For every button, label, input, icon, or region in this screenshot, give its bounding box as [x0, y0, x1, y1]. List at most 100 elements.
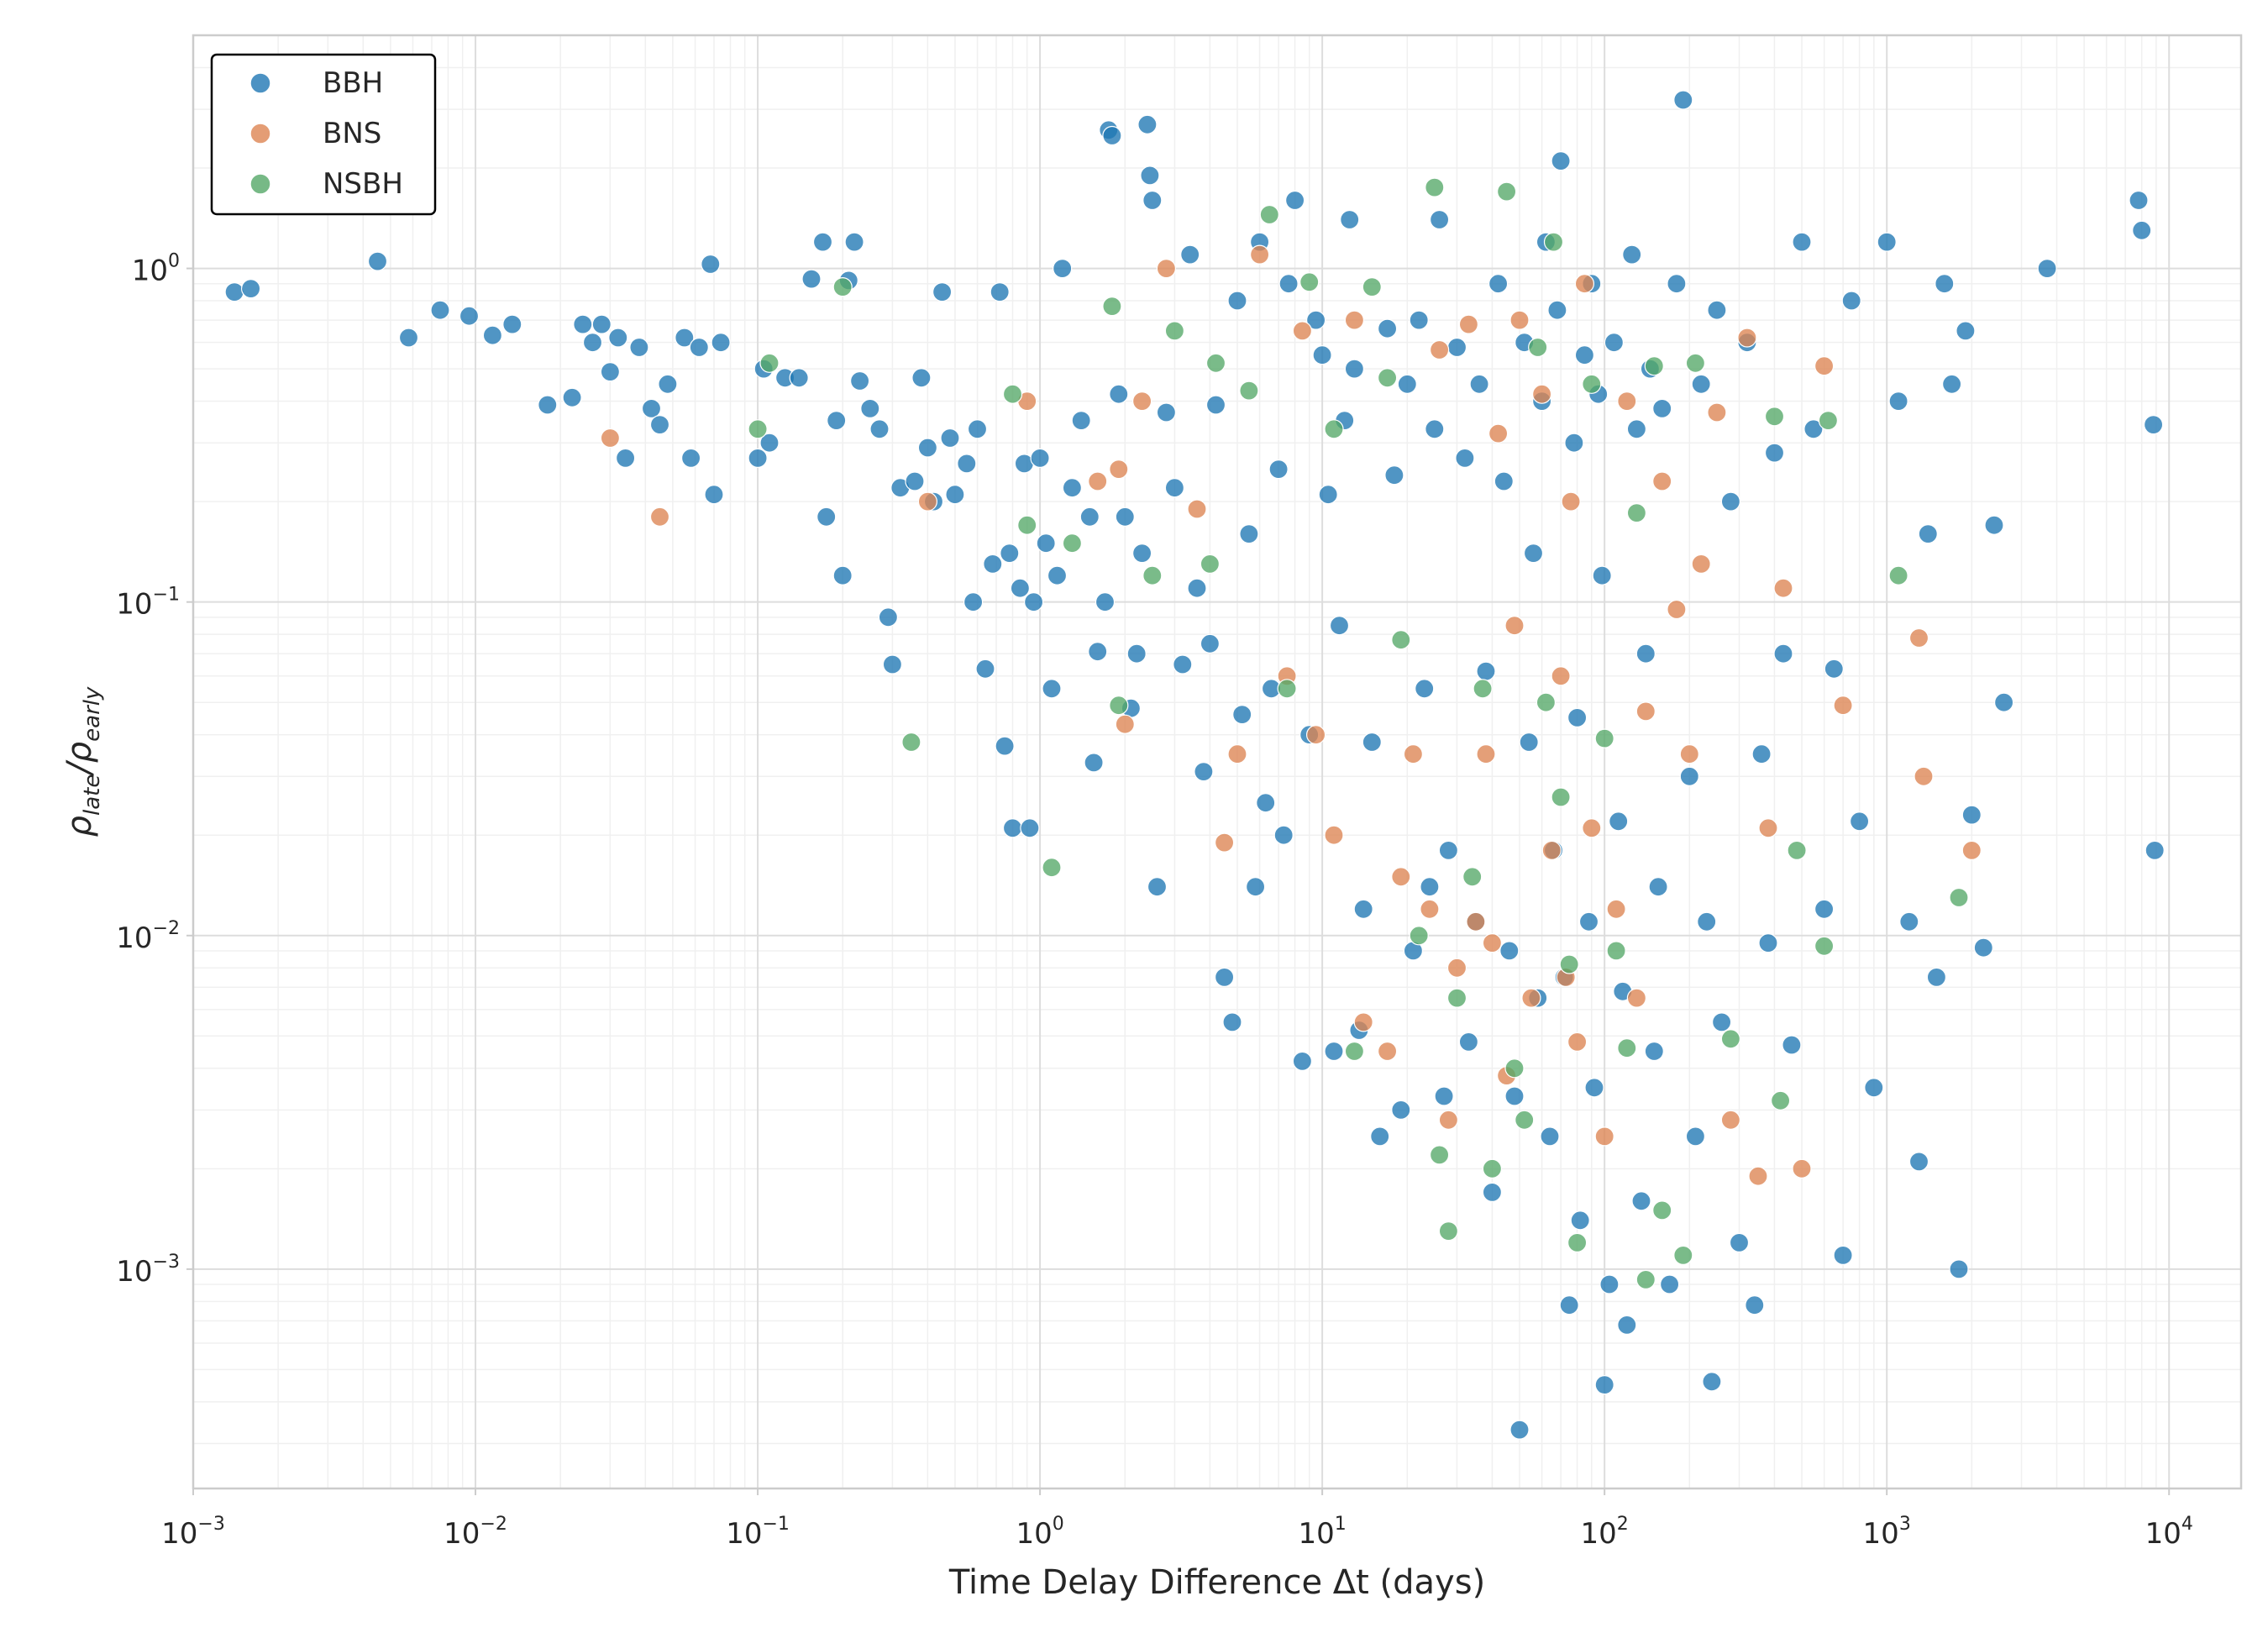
data-point-bbh: [1324, 1041, 1344, 1062]
data-point-bbh: [1455, 448, 1475, 469]
data-point-bbh: [1729, 1232, 1750, 1253]
data-point-nsbh: [1771, 1090, 1791, 1110]
data-point-bbh: [967, 419, 988, 439]
data-point-bbh: [995, 736, 1015, 756]
data-point-bns: [1720, 1110, 1740, 1130]
data-point-bbh: [398, 328, 419, 348]
y-label-rho-late: ρ: [60, 816, 99, 837]
data-point-bbh: [1000, 543, 1020, 564]
data-point-nsbh: [1536, 692, 1557, 712]
data-point-bns: [1509, 310, 1530, 330]
data-point-bns: [1156, 259, 1177, 279]
legend: BBH BNS NSBH: [210, 53, 437, 216]
data-point-nsbh: [1606, 941, 1626, 961]
data-point-bns: [1652, 471, 1672, 491]
data-point-bbh: [1131, 543, 1152, 564]
data-point-nsbh: [748, 419, 768, 439]
data-point-bbh: [1764, 443, 1785, 463]
data-point-bns: [1131, 391, 1152, 412]
data-point-bns: [1737, 328, 1757, 348]
data-point-bbh: [957, 454, 977, 474]
data-point-bbh: [1702, 1372, 1722, 1392]
data-point-bbh: [1814, 899, 1835, 919]
x-tick-label: 102: [1581, 1514, 1629, 1551]
data-point-bbh: [1547, 300, 1567, 320]
data-point-bbh: [1023, 592, 1044, 612]
data-point-nsbh: [1888, 565, 1908, 585]
data-point-bbh: [1691, 374, 1711, 394]
data-point-bbh: [1047, 565, 1068, 585]
data-point-bbh: [1434, 1086, 1454, 1106]
data-point-bbh: [1036, 533, 1056, 554]
data-point-bbh: [849, 370, 870, 391]
data-point-nsbh: [832, 277, 853, 297]
data-point-nsbh: [1324, 419, 1344, 439]
data-point-bns: [1567, 1032, 1588, 1053]
data-point-bbh: [1685, 1126, 1706, 1147]
data-point-bbh: [538, 395, 558, 415]
data-point-nsbh: [1652, 1200, 1672, 1221]
data-point-nsbh: [1543, 232, 1564, 252]
data-point-bbh: [1617, 1315, 1637, 1336]
data-point-nsbh: [759, 353, 780, 373]
data-point-bns: [1773, 578, 1793, 598]
data-point-nsbh: [1949, 887, 1969, 908]
data-point-bbh: [1469, 374, 1489, 394]
data-point-nsbh: [1239, 381, 1259, 401]
data-point-bbh: [1292, 1051, 1313, 1072]
data-point-bbh: [932, 282, 953, 302]
data-point-bbh: [1344, 359, 1365, 379]
data-point-bbh: [701, 254, 721, 275]
data-point-bbh: [1994, 692, 2014, 712]
data-point-nsbh: [1391, 630, 1411, 650]
data-point-bns: [1561, 491, 1581, 512]
data-point-bbh: [1540, 1126, 1560, 1147]
data-point-bbh: [1488, 274, 1509, 294]
data-point-nsbh: [1377, 368, 1398, 388]
data-point-bbh: [675, 328, 695, 348]
data-point-bbh: [1329, 616, 1350, 636]
data-point-bbh: [573, 314, 593, 334]
data-point-bns: [1626, 988, 1647, 1008]
data-point-bbh: [1888, 391, 1908, 412]
series-nsbh: [748, 177, 1969, 1290]
data-point-bns: [1429, 339, 1450, 360]
y-tick-label: 10−3: [116, 1252, 180, 1289]
data-point-nsbh: [1438, 1221, 1459, 1242]
x-axis-label: Time Delay Difference Δt (days): [948, 1563, 1485, 1602]
data-point-bbh: [658, 374, 678, 394]
data-point-bbh: [1644, 1041, 1664, 1062]
data-point-bns: [1488, 423, 1509, 444]
data-point-bbh: [1758, 932, 1778, 953]
data-point-bbh: [1384, 465, 1404, 486]
data-point-bbh: [1567, 707, 1588, 728]
data-point-bns: [1377, 1041, 1398, 1062]
data-point-bns: [1353, 1012, 1373, 1032]
data-point-bbh: [1523, 543, 1544, 564]
data-point-bbh: [1053, 259, 1073, 279]
data-point-bbh: [1458, 1032, 1479, 1053]
data-point-bns: [1115, 714, 1135, 734]
data-point-bbh: [430, 300, 450, 320]
data-point-bbh: [1584, 1078, 1604, 1098]
data-point-bbh: [911, 368, 932, 388]
data-point-bns: [1227, 744, 1247, 764]
data-point-bbh: [1574, 345, 1595, 365]
data-point-bbh: [1200, 633, 1221, 654]
data-point-bbh: [1564, 433, 1584, 453]
data-point-bbh: [1042, 679, 1062, 699]
data-point-bbh: [812, 232, 833, 252]
legend-label-nsbh: NSBH: [323, 167, 403, 201]
data-point-nsbh: [1164, 321, 1185, 341]
data-point-bbh: [704, 485, 724, 505]
data-point-bns: [1324, 825, 1344, 845]
data-point-bns: [1446, 958, 1467, 978]
y-tick-label: 100: [132, 251, 180, 288]
data-point-bbh: [1578, 911, 1599, 932]
data-point-bns: [1814, 356, 1835, 376]
data-point-bbh: [1318, 485, 1338, 505]
data-point-nsbh: [1504, 1058, 1525, 1079]
data-point-bbh: [1712, 1012, 1732, 1032]
data-point-bns: [1292, 321, 1313, 341]
